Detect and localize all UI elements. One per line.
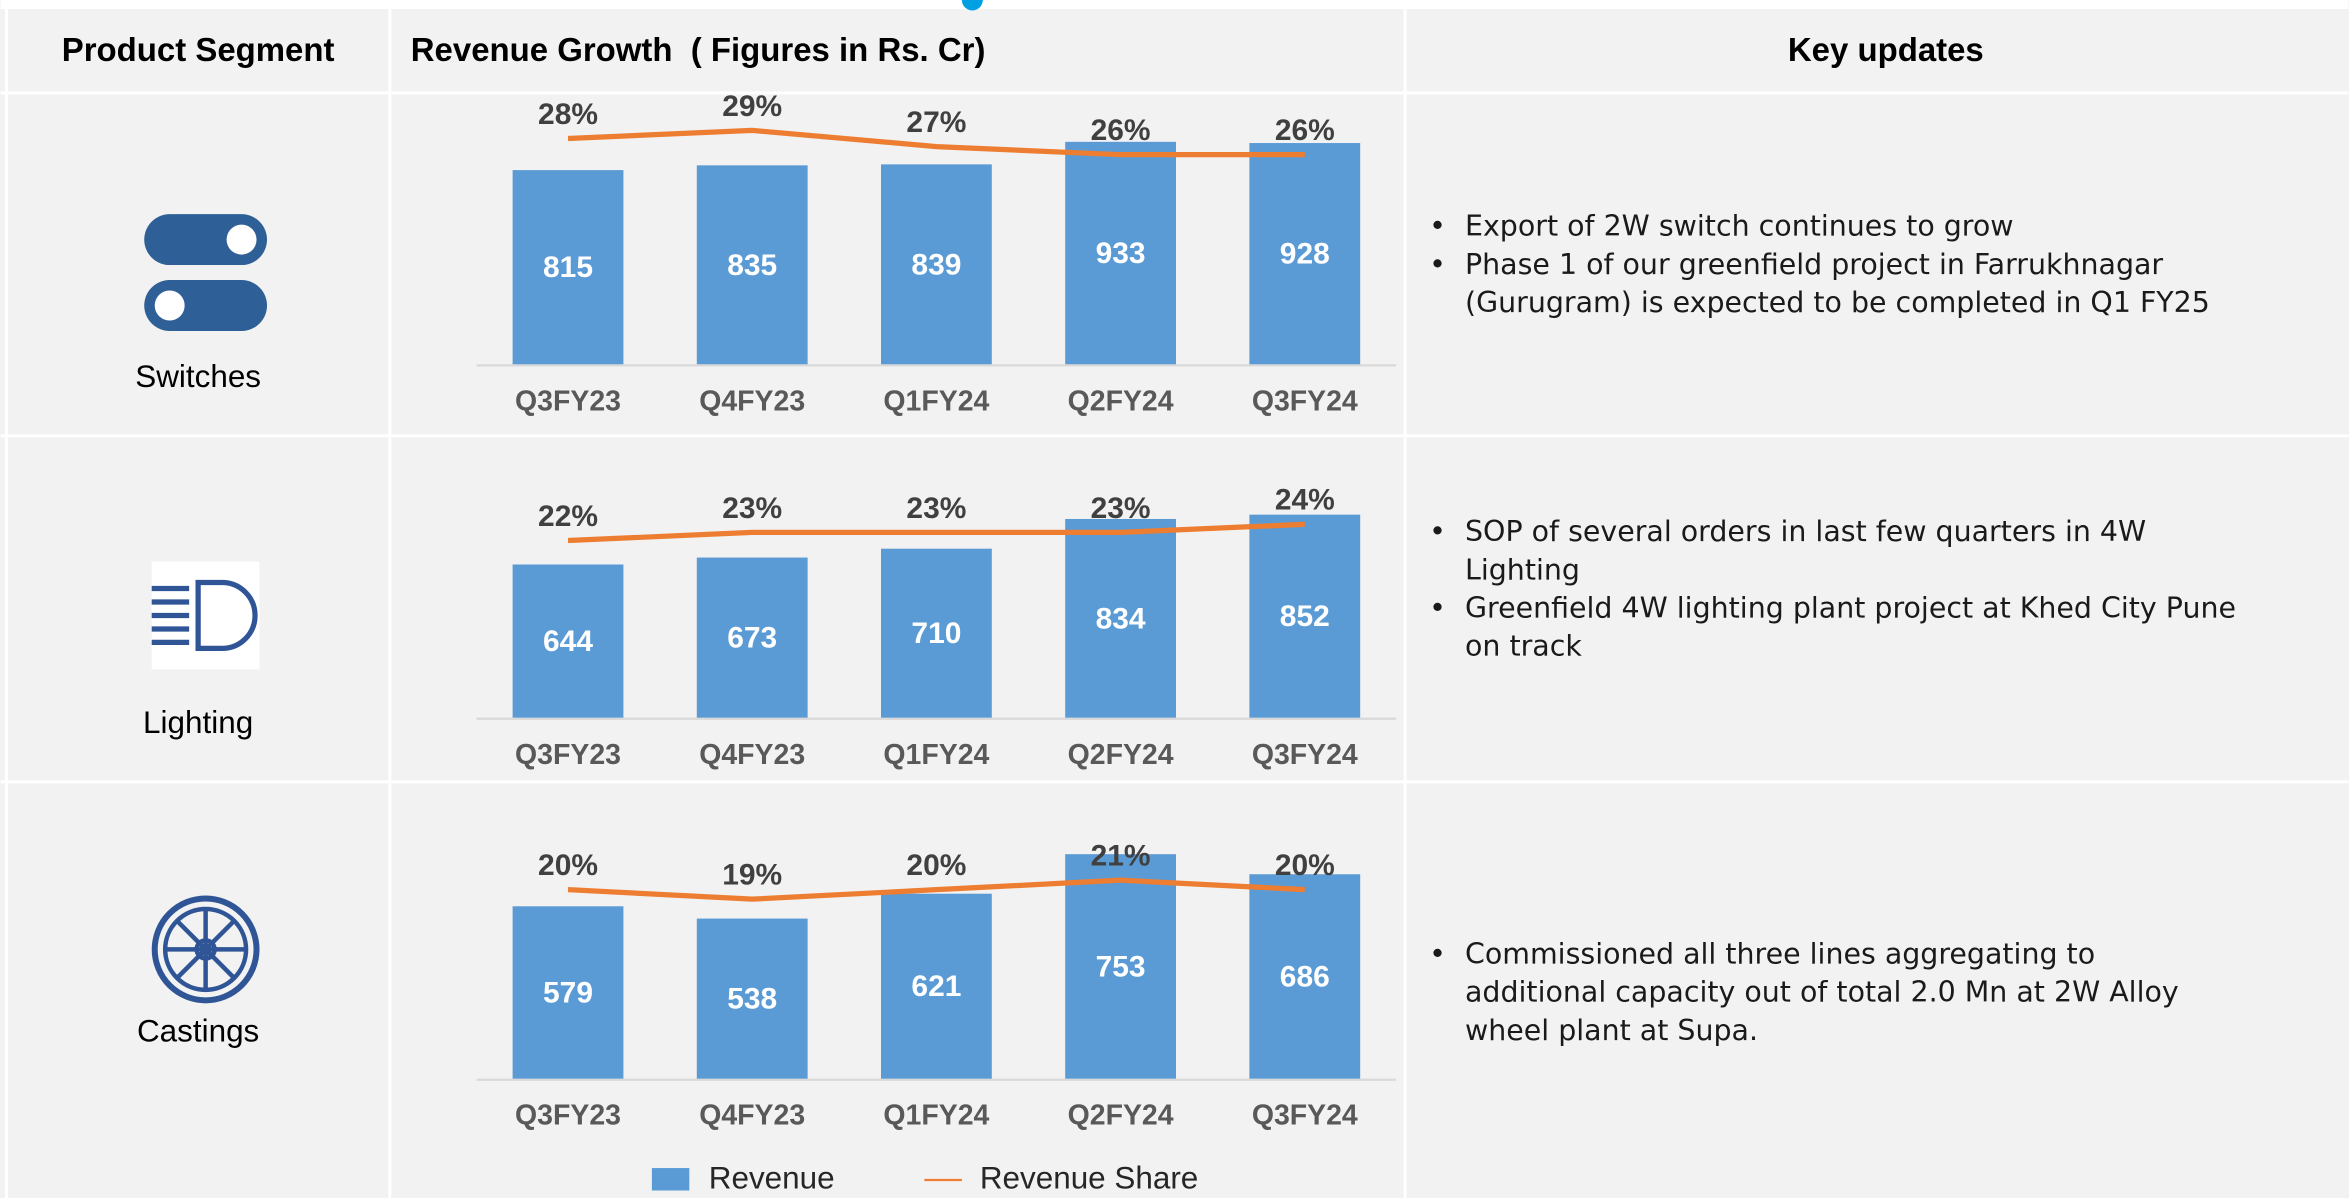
category-label: Q4FY23 (699, 739, 805, 771)
bar (880, 893, 992, 1080)
category-label: Q3FY24 (1252, 1100, 1358, 1132)
category-label: Q3FY24 (1252, 385, 1358, 417)
bar (880, 548, 992, 719)
bar-label: 839 (911, 248, 961, 281)
share-label: 26% (1275, 114, 1335, 147)
share-label: 22% (538, 500, 598, 533)
bar-label: 621 (911, 970, 961, 1003)
castings-icon (151, 895, 260, 1004)
segment-label: Switches (135, 359, 261, 394)
share-label: 23% (1091, 492, 1151, 525)
bullet: • (1429, 248, 1446, 281)
top-strip (0, 0, 2349, 9)
category-label: Q1FY24 (883, 739, 989, 771)
bar-label: 852 (1280, 600, 1330, 633)
bar (696, 557, 808, 719)
header: Key updates (1788, 31, 1984, 68)
share-label: 20% (906, 849, 966, 882)
category-label: Q2FY24 (1068, 739, 1174, 771)
bar-label: 834 (1096, 602, 1146, 635)
segment-label: Lighting (143, 705, 253, 740)
update-text: Phase 1 of our greenfield project in Far… (1465, 248, 2163, 281)
share-label: 24% (1275, 484, 1335, 517)
bar-label: 710 (911, 617, 961, 650)
bar-label: 686 (1280, 960, 1330, 993)
segment-label: Castings (137, 1014, 259, 1049)
switch-icon (144, 214, 268, 331)
share-label: 29% (722, 90, 782, 123)
category-label: Q3FY24 (1252, 739, 1358, 771)
share-label: 23% (722, 492, 782, 525)
bar-label: 538 (727, 983, 777, 1016)
update-text: SOP of several orders in last few quarte… (1465, 515, 2146, 548)
lighting-icon (151, 561, 260, 670)
category-label: Q4FY23 (699, 1100, 805, 1132)
header: Product Segment (62, 31, 335, 68)
share-label: 19% (722, 859, 782, 892)
share-line (567, 127, 1305, 158)
grid-lines (0, 8, 2349, 1198)
update-text: Export of 2W switch continues to grow (1465, 210, 2014, 243)
bar (696, 165, 808, 366)
bar-label: 579 (543, 976, 593, 1009)
category-label: Q3FY23 (515, 739, 621, 771)
category-label: Q2FY24 (1068, 385, 1174, 417)
bullet: • (1429, 591, 1446, 624)
legend-label: Revenue Share (980, 1160, 1198, 1195)
bar-label: 933 (1096, 237, 1146, 270)
bar (1065, 518, 1176, 719)
header: Revenue Growth ( Figures in Rs. Cr) (411, 31, 986, 68)
bar (880, 164, 992, 366)
update-text: (Gurugram) is expected to be completed i… (1465, 286, 2210, 319)
bullet: • (1429, 937, 1446, 970)
bar (512, 564, 624, 719)
bar-label: 644 (543, 625, 593, 658)
update-text: on track (1465, 630, 1582, 663)
bar-label: 753 (1096, 950, 1146, 983)
update-text: Greenfield 4W lighting plant project at … (1465, 591, 2236, 624)
bullet: • (1429, 210, 1446, 243)
share-label: 27% (906, 106, 966, 139)
share-line (567, 521, 1305, 544)
bar-label: 815 (543, 251, 593, 284)
bar (512, 170, 624, 366)
bar-label: 835 (727, 249, 777, 282)
share-line (567, 877, 1305, 902)
share-label: 20% (538, 849, 598, 882)
bar-label: 928 (1280, 238, 1330, 271)
update-text: wheel plant at Supa. (1465, 1014, 1758, 1047)
share-label: 26% (1091, 114, 1151, 147)
update-text: Lighting (1465, 553, 1580, 586)
category-label: Q3FY23 (515, 1100, 621, 1132)
share-label: 28% (538, 98, 598, 131)
bar (512, 906, 624, 1080)
category-label: Q4FY23 (699, 385, 805, 417)
bar (1249, 874, 1361, 1080)
dot (961, 0, 983, 11)
category-label: Q3FY23 (515, 385, 621, 417)
bar (1249, 143, 1361, 366)
share-label: 21% (1091, 840, 1151, 873)
share-label: 20% (1275, 849, 1335, 882)
update-text: additional capacity out of total 2.0 Mn … (1465, 976, 2179, 1009)
legend-label: Revenue (709, 1160, 835, 1195)
legend-swatch (651, 1168, 690, 1191)
category-label: Q1FY24 (883, 1100, 989, 1132)
update-text: Commissioned all three lines aggregating… (1465, 937, 2095, 970)
bullet: • (1429, 515, 1446, 548)
bar (1065, 141, 1176, 366)
category-label: Q1FY24 (883, 385, 989, 417)
share-label: 23% (906, 492, 966, 525)
bar (1065, 854, 1176, 1080)
category-label: Q2FY24 (1068, 1100, 1174, 1132)
bar-label: 673 (727, 622, 777, 655)
bar (696, 918, 808, 1080)
bar (1249, 514, 1361, 719)
